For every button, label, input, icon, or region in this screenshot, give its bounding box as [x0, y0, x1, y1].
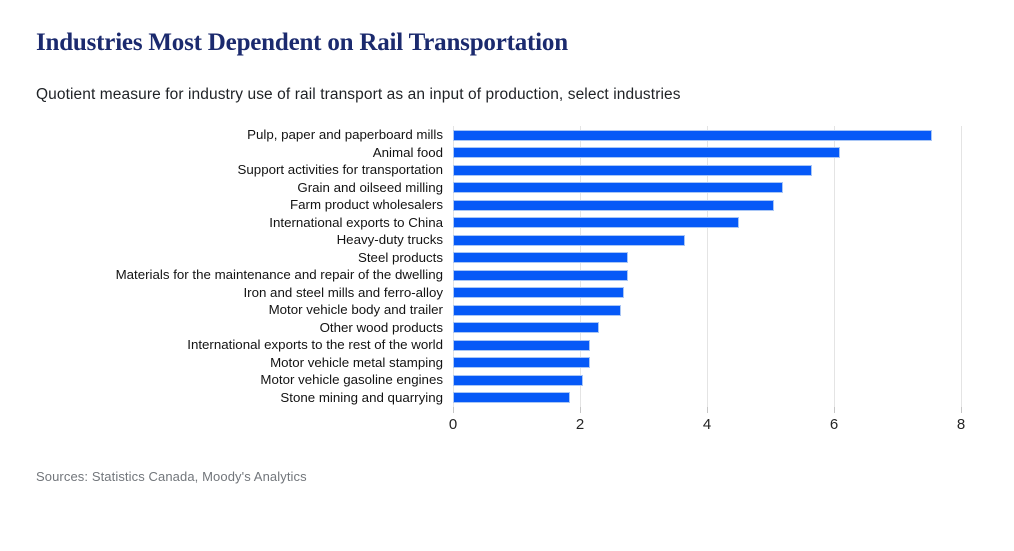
x-axis: 0 2 4 6 8 — [36, 407, 998, 444]
bar-track — [453, 354, 961, 372]
category-label: Motor vehicle body and trailer — [268, 302, 443, 318]
bar-track — [453, 371, 961, 389]
bar-track — [453, 284, 961, 302]
category-label: Other wood products — [319, 319, 443, 335]
axis-tick-label: 0 — [448, 416, 458, 433]
bar-track — [453, 301, 961, 319]
bar-track — [453, 214, 961, 232]
bar-track — [453, 231, 961, 249]
gridline — [834, 126, 835, 407]
axis-tick-mark — [453, 407, 454, 413]
chart-row: Grain and oilseed milling — [36, 179, 998, 197]
category-label: Iron and steel mills and ferro-alloy — [243, 284, 443, 300]
bar-track — [453, 249, 961, 267]
category-label: Motor vehicle metal stamping — [270, 354, 443, 370]
category-label: Pulp, paper and paperboard mills — [247, 127, 443, 143]
category-label: Animal food — [372, 144, 443, 160]
category-label: Support activities for transportation — [237, 162, 443, 178]
chart-row: Pulp, paper and paperboard mills — [36, 126, 998, 144]
chart-row: Iron and steel mills and ferro-alloy — [36, 284, 998, 302]
source-note: Sources: Statistics Canada, Moody's Anal… — [36, 469, 307, 484]
bar — [453, 339, 590, 351]
bar — [453, 217, 739, 228]
page-title: Industries Most Dependent on Rail Transp… — [36, 29, 568, 56]
bar-track — [453, 319, 961, 337]
chart-row: Other wood products — [36, 319, 998, 337]
category-label: Heavy-duty trucks — [336, 232, 443, 248]
chart-row: Motor vehicle gasoline engines — [36, 371, 998, 389]
chart-row: Materials for the maintenance and repair… — [36, 266, 998, 284]
bar — [453, 287, 625, 298]
category-label: International exports to China — [269, 214, 443, 230]
chart-row: Animal food — [36, 144, 998, 162]
bar-track — [453, 144, 961, 162]
axis-tick-label: 6 — [829, 416, 839, 433]
axis-tick-mark — [961, 407, 962, 413]
chart-row: Stone mining and quarrying — [36, 389, 998, 407]
category-label: Materials for the maintenance and repair… — [115, 267, 443, 283]
bar — [453, 304, 622, 316]
bar — [453, 322, 600, 333]
axis-tick-mark — [707, 407, 708, 413]
gridline — [961, 126, 962, 407]
chart-row: Heavy-duty trucks — [36, 231, 998, 249]
bar-track — [453, 179, 961, 197]
category-label: Motor vehicle gasoline engines — [260, 372, 443, 388]
chart-row: Motor vehicle metal stamping — [36, 354, 998, 372]
axis-tick-label: 8 — [956, 416, 966, 433]
category-label: Stone mining and quarrying — [280, 389, 443, 405]
bar — [453, 234, 685, 246]
chart-row: Support activities for transportation — [36, 161, 998, 179]
bar-track — [453, 161, 961, 179]
chart-row: International exports to China — [36, 214, 998, 232]
bar-track — [453, 389, 961, 407]
axis-tick-mark — [834, 407, 835, 413]
chart-rows: Pulp, paper and paperboard mills Animal f… — [36, 126, 998, 406]
bar-chart: Pulp, paper and paperboard mills Animal f… — [36, 126, 998, 444]
bar-track — [453, 336, 961, 354]
bar — [453, 357, 590, 368]
bar — [453, 252, 628, 263]
chart-row: Steel products — [36, 249, 998, 267]
gridline — [707, 126, 708, 407]
category-label: Grain and oilseed milling — [297, 179, 443, 195]
chart-row: Motor vehicle body and trailer — [36, 301, 998, 319]
axis-tick-label: 2 — [575, 416, 585, 433]
chart-row: International exports to the rest of the… — [36, 336, 998, 354]
category-label: Steel products — [357, 249, 443, 265]
category-label: International exports to the rest of the… — [187, 337, 443, 353]
bar-track — [453, 126, 961, 144]
chart-row: Farm product wholesalers — [36, 196, 998, 214]
category-label: Farm product wholesalers — [290, 197, 443, 213]
bar-track — [453, 266, 961, 284]
gridline — [580, 126, 581, 407]
axis-tick-label: 4 — [702, 416, 712, 433]
bar — [453, 164, 812, 176]
bar — [453, 147, 841, 158]
bar — [453, 374, 584, 386]
chart-subtitle: Quotient measure for industry use of rai… — [36, 86, 681, 103]
axis-tick-mark — [580, 407, 581, 413]
bar-track — [453, 196, 961, 214]
bar — [453, 199, 774, 211]
gridline — [453, 126, 454, 407]
bar — [453, 392, 571, 403]
bar — [453, 129, 933, 141]
gridlines — [453, 126, 962, 407]
bar — [453, 269, 628, 281]
bar — [453, 182, 784, 193]
